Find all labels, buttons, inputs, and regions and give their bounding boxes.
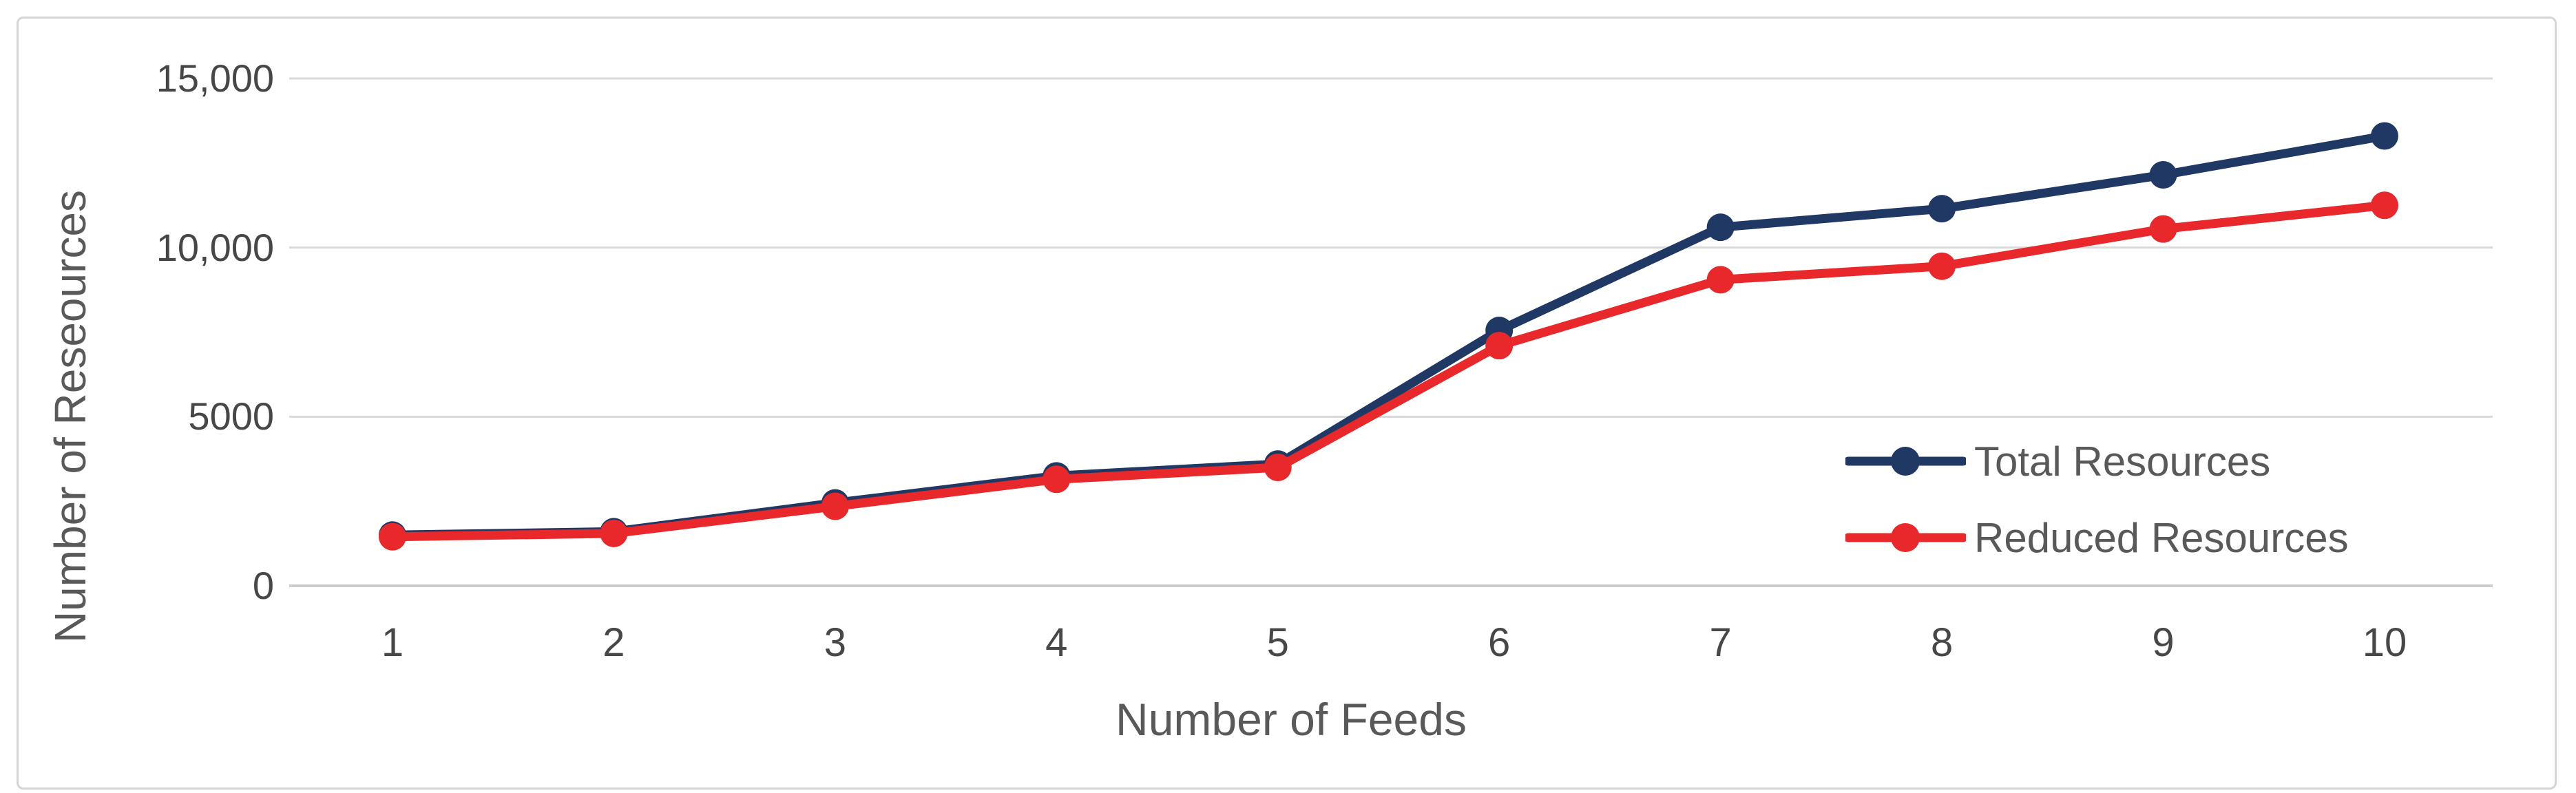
data-point-marker bbox=[379, 522, 406, 551]
data-point-marker bbox=[2149, 215, 2177, 243]
y-tick-label: 0 bbox=[252, 564, 274, 607]
total-resources-line-marker-icon bbox=[1845, 447, 1966, 476]
legend-label-reduced-resources: Reduced Resources bbox=[1974, 514, 2349, 561]
data-point-marker bbox=[2370, 122, 2398, 150]
data-point-marker bbox=[600, 519, 628, 547]
x-tick-label: 2 bbox=[603, 620, 625, 665]
x-tick-label: 6 bbox=[1488, 620, 1511, 665]
x-tick-label: 7 bbox=[1709, 620, 1732, 665]
chart-frame bbox=[17, 17, 2557, 790]
x-tick-label: 3 bbox=[824, 620, 846, 665]
legend-item-total-resources: Total Resources bbox=[1845, 437, 2270, 485]
reduced-resources-line-marker-icon bbox=[1845, 523, 1966, 552]
data-point-marker bbox=[2370, 191, 2398, 220]
data-point-marker bbox=[1928, 195, 1956, 223]
legend-item-reduced-resources: Reduced Resources bbox=[1845, 514, 2349, 562]
y-tick-label: 10,000 bbox=[156, 225, 274, 269]
data-point-marker bbox=[1043, 465, 1071, 494]
data-point-marker bbox=[2149, 161, 2177, 189]
x-axis-title: Number of Feeds bbox=[1116, 694, 1467, 745]
data-point-marker bbox=[1706, 266, 1735, 294]
y-tick-label: 15,000 bbox=[156, 56, 274, 100]
data-point-marker bbox=[1264, 454, 1292, 482]
x-tick-label: 5 bbox=[1266, 620, 1289, 665]
x-tick-label: 10 bbox=[2362, 620, 2407, 665]
data-point-marker bbox=[821, 492, 849, 520]
data-point-marker bbox=[1706, 213, 1735, 242]
data-point-marker bbox=[1485, 332, 1514, 360]
y-axis-title: Number of Reseources bbox=[45, 189, 95, 644]
x-tick-label: 4 bbox=[1045, 620, 1068, 665]
x-tick-label: 1 bbox=[381, 620, 404, 665]
x-tick-label: 8 bbox=[1930, 620, 1954, 665]
data-point-marker bbox=[1928, 252, 1956, 280]
x-tick-label: 9 bbox=[2152, 620, 2175, 665]
series-line-reduced-resources bbox=[388, 200, 2389, 542]
y-tick-label: 5000 bbox=[188, 394, 274, 438]
legend-label-total-resources: Total Resources bbox=[1974, 438, 2271, 485]
